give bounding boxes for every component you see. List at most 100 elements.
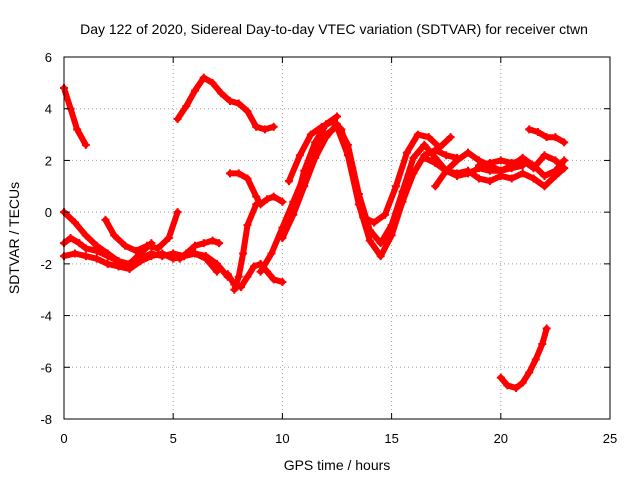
data-point — [142, 241, 151, 250]
data-point — [446, 133, 455, 142]
data-point — [70, 249, 79, 258]
data-point — [376, 239, 385, 248]
data-point — [92, 246, 101, 255]
data-point — [243, 272, 252, 281]
data-point — [278, 277, 287, 286]
x-tick-label: 15 — [384, 431, 398, 446]
data-point — [518, 156, 527, 165]
data-point — [431, 159, 440, 168]
data-point — [243, 221, 252, 230]
series-layer — [60, 73, 569, 392]
data-point — [485, 159, 494, 168]
data-point — [103, 252, 112, 261]
plot-frame — [63, 56, 611, 420]
data-point — [199, 73, 208, 82]
data-point — [103, 259, 112, 268]
series-line-s4 — [61, 250, 231, 280]
data-point — [278, 234, 287, 242]
data-point — [182, 249, 191, 258]
data-point — [402, 148, 411, 157]
data-point — [81, 231, 90, 240]
data-point — [387, 221, 396, 230]
x-axis-label: GPS time / hours — [284, 457, 391, 473]
data-point — [269, 192, 278, 201]
data-point — [540, 151, 549, 160]
data-point — [365, 236, 374, 245]
data-point — [542, 324, 551, 333]
data-point — [560, 164, 569, 173]
data-point — [413, 130, 422, 139]
data-point — [153, 244, 162, 253]
data-point — [191, 249, 200, 258]
data-point — [284, 177, 293, 186]
data-point — [132, 246, 141, 255]
data-point — [540, 182, 549, 191]
data-point — [223, 270, 232, 279]
data-point — [110, 231, 119, 240]
data-point — [496, 373, 505, 382]
data-point — [269, 275, 278, 284]
y-tick-label: -2 — [40, 257, 52, 272]
x-tick-label: 5 — [170, 431, 177, 446]
y-tick-label: 4 — [45, 102, 52, 117]
grid — [64, 57, 610, 419]
data-point — [409, 153, 418, 162]
data-point — [73, 125, 82, 134]
data-point — [295, 151, 304, 160]
data-point — [92, 254, 101, 263]
data-point — [164, 234, 173, 242]
data-point — [311, 138, 320, 147]
x-tick-label: 25 — [603, 431, 617, 446]
data-point — [234, 169, 243, 178]
series-line-s2 — [174, 74, 277, 133]
data-point — [551, 166, 560, 175]
series-line-s19 — [497, 325, 550, 391]
data-point — [538, 340, 547, 349]
data-point — [136, 257, 145, 266]
data-point — [507, 159, 516, 168]
data-point — [199, 239, 208, 248]
data-point — [533, 127, 542, 136]
data-point — [376, 252, 385, 261]
data-point — [442, 151, 451, 160]
data-point — [173, 115, 182, 124]
data-point — [243, 107, 252, 116]
data-point — [230, 285, 239, 294]
data-point — [359, 213, 368, 222]
data-point — [435, 143, 444, 152]
data-point — [370, 218, 379, 227]
tick-layer — [63, 56, 611, 420]
data-point — [560, 156, 569, 165]
data-point — [256, 267, 265, 276]
data-point — [474, 174, 483, 183]
data-point — [114, 257, 123, 266]
tick-labels: 0 5 10 15 20 25 -8 -6 -4 -2 0 2 4 6 — [40, 50, 617, 446]
x-tick-label: 20 — [494, 431, 508, 446]
data-point — [431, 182, 440, 191]
chart-title: Day 122 of 2020, Sidereal Day-to-day VTE… — [80, 21, 588, 37]
data-point — [503, 381, 512, 390]
data-point — [121, 241, 130, 250]
data-point — [208, 78, 217, 87]
data-point — [191, 86, 200, 95]
y-tick-label: -8 — [40, 412, 52, 427]
data-point — [208, 236, 217, 245]
data-point — [101, 215, 110, 224]
data-point — [442, 166, 451, 175]
data-point — [225, 96, 234, 105]
data-point — [540, 171, 549, 180]
data-point — [81, 244, 90, 253]
data-point — [551, 156, 560, 165]
data-point — [250, 262, 259, 271]
data-point — [398, 187, 407, 196]
data-point — [81, 252, 90, 261]
data-point — [306, 130, 315, 139]
data-point — [525, 368, 534, 377]
series-line-s5 — [61, 235, 155, 267]
data-point — [391, 182, 400, 191]
data-point — [260, 125, 269, 134]
data-point — [496, 156, 505, 165]
data-point — [381, 210, 390, 219]
data-point — [225, 169, 234, 178]
